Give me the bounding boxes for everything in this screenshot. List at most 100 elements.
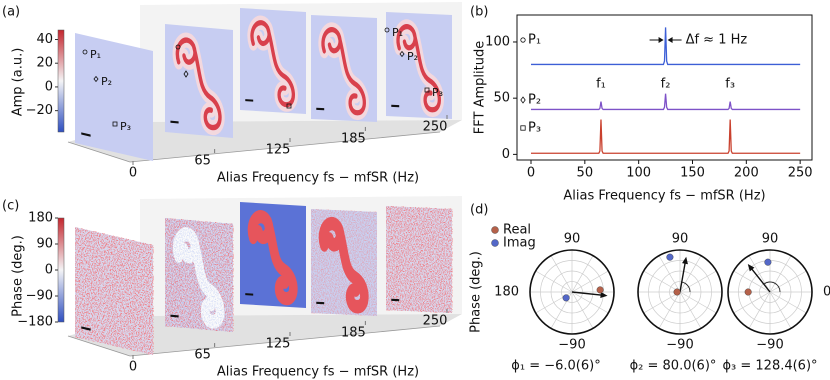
image-noise [75,227,153,356]
phase-arrow [571,291,605,297]
point-marker [93,75,99,83]
annotation-arrowhead [658,37,664,43]
image-noise [386,206,453,313]
image-panel [311,209,378,316]
phase-caption: ϕ₂ = 80.0(6)° [630,359,717,374]
x-axis-label: Alias Frequency fs − mfSR (Hz) [563,189,765,204]
legend-label: P₁ [528,33,541,48]
theta-tick-label: −90 [756,338,783,353]
y-axis-label: FFT Amplitude [473,41,488,134]
x-tick-label: 125 [266,143,291,158]
point-marker [286,103,292,109]
image-noise [165,218,234,333]
phase-arc [763,281,781,293]
image-panel [311,15,378,122]
phase-caption: ϕ₁ = −6.0(6)° [511,359,600,374]
colorbar-tick-label: 20 [36,56,53,71]
phasor-point [666,253,674,261]
spiral [396,24,441,113]
point-label: P₁ [392,26,403,39]
colorbar-label: Amp (a.u.) [11,48,26,117]
x-axis-label: Alias Frequency fs − mfSR (Hz) [217,365,419,380]
plot-frame [516,14,813,161]
legend-marker [520,37,526,43]
point-label: P₂ [101,75,112,88]
image-panel [240,202,307,308]
annotation: f₃ [725,77,735,92]
theta-tick-label: 90 [564,232,581,247]
point-marker [112,121,118,127]
spiral [247,210,298,306]
phase-arrowhead [682,256,688,265]
spiral [321,27,366,116]
y-axis-label: Phase (deg.) [469,251,484,333]
phase-arrowhead [600,292,608,298]
point-marker [424,87,430,93]
x-tick-label: 0 [129,166,137,181]
point-marker [175,44,181,50]
x-tick-label: 65 [194,348,211,363]
theta-tick-label: 0 [823,285,830,300]
x-tick-label: 65 [194,154,211,169]
x-tick-label: 250 [423,314,448,329]
legend-marker [491,226,499,234]
image-panel [165,24,234,139]
polar-frame [529,249,615,335]
theta-tick-label: −90 [558,338,585,353]
legend-label: P₃ [528,121,541,136]
x-tick-label: 200 [734,166,759,181]
image-panel [75,33,153,162]
panel-label: (c) [2,199,19,214]
scale-bar [170,314,179,318]
colorbar-tick-label: 0 [45,79,53,94]
colorbar-tick-label: 90 [36,237,53,252]
spiral [175,37,222,131]
theta-tick-label: 180 [494,285,519,300]
scale-bar [81,132,91,137]
series-line [530,27,801,66]
phase-arrowhead [747,263,755,272]
colorbar-tick-label: −180 [17,315,53,330]
x-tick-label: 125 [266,337,291,352]
x-tick-label: 185 [341,325,366,340]
legend-label: P₂ [528,93,541,108]
phase-caption: ϕ₃ = 128.4(6)° [722,359,817,374]
x-tick-label: 150 [680,166,705,181]
panel-label: (b) [470,5,488,20]
y-tick-label: 100 [485,34,510,49]
legend-marker [520,125,526,131]
phasor-point [596,286,604,294]
image-panel [165,218,234,333]
phasor-point [673,288,681,296]
colorbar-tick-label: −20 [26,103,53,118]
floor-edge [67,325,441,357]
point-marker [82,49,88,55]
scale-bar [81,326,91,331]
phase-arc [681,281,691,293]
image-panel [240,8,307,114]
theta-tick-label: −90 [666,338,693,353]
point-marker [183,70,189,78]
point-label: P₁ [90,48,101,61]
polar-frame [727,249,813,335]
point-label: P₃ [432,86,443,99]
point-marker [384,27,390,33]
colorbar-tick-label: 0 [45,263,53,278]
y-tick-label: 50 [493,91,510,106]
legend-label: Real [503,223,531,238]
panel-label: (a) [2,5,20,20]
colorbar [57,217,65,323]
x-axis-label: Alias Frequency fs − mfSR (Hz) [217,171,419,186]
panel-label: (d) [470,203,488,218]
legend-label: Imag [503,236,536,251]
legend-marker [520,96,526,104]
phasor-point [764,258,772,266]
phase-arrow [679,259,687,293]
colorbar-tick-label: 40 [36,32,53,47]
point-label: P₂ [407,50,418,63]
phasor-point [744,288,752,296]
annotation: Δf ≈ 1 Hz [686,33,748,48]
annotation-arrowhead [667,37,673,43]
x-tick-label: 0 [129,360,137,375]
